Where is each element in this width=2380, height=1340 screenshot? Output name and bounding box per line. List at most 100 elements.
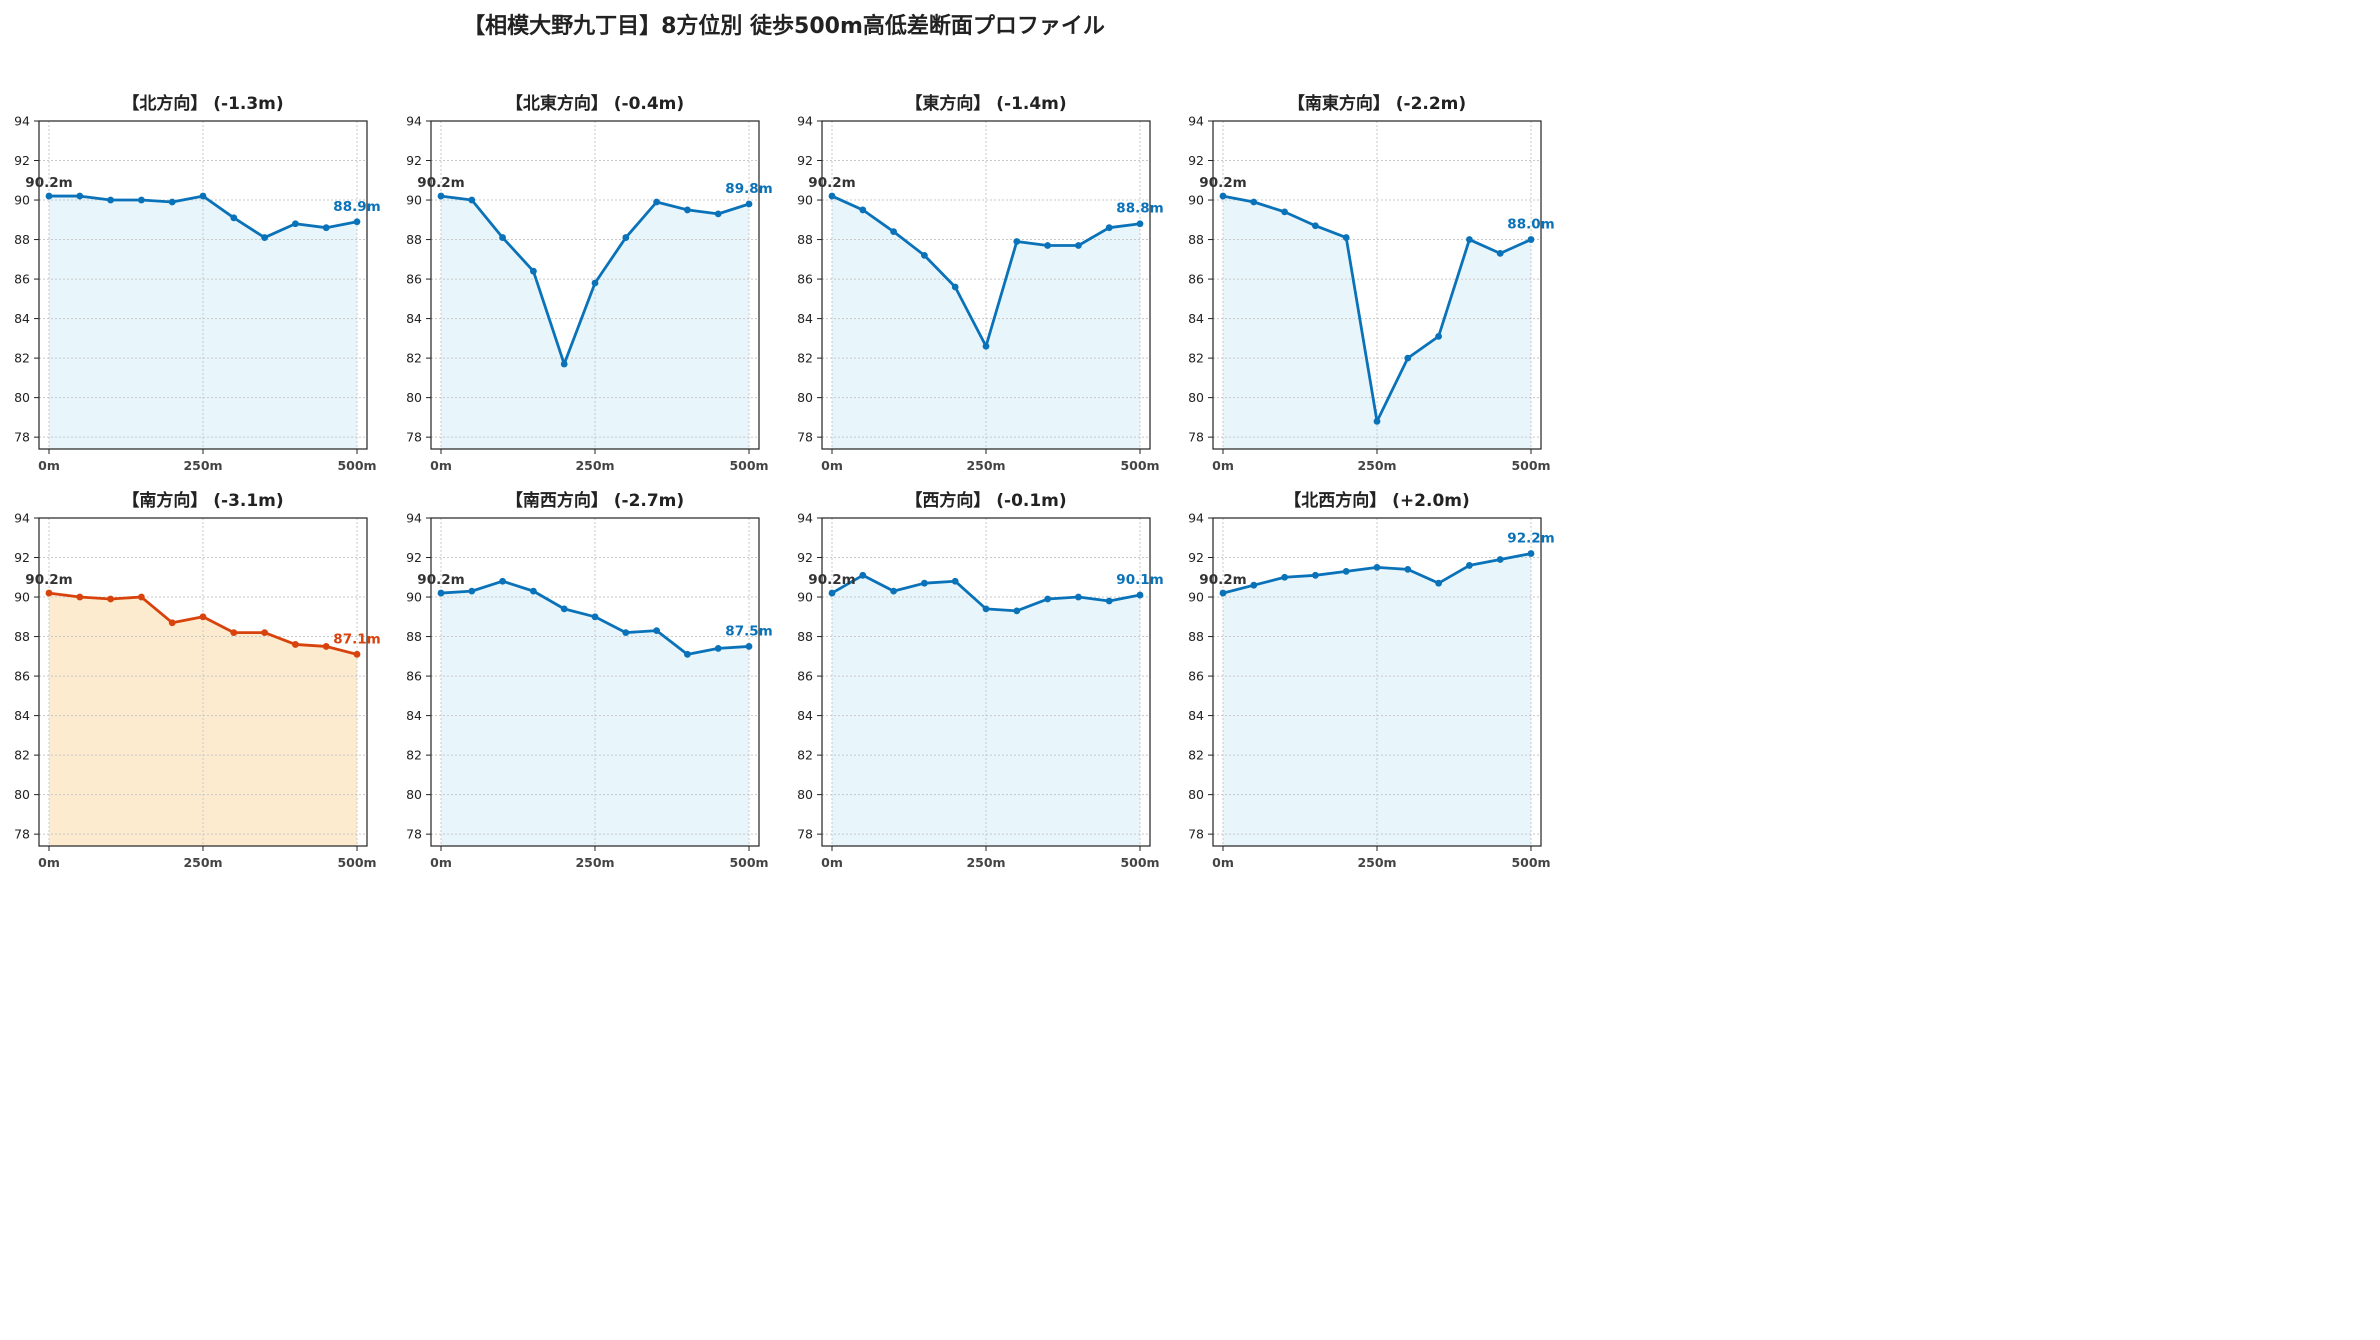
data-point bbox=[468, 587, 476, 595]
y-tick-label: 84 bbox=[797, 708, 813, 723]
y-tick-label: 88 bbox=[14, 232, 30, 247]
y-tick-label: 90 bbox=[14, 590, 30, 605]
x-tick-label: 250m bbox=[575, 855, 614, 870]
panel-title: 【西方向】 (-0.1m) bbox=[905, 490, 1066, 511]
data-point bbox=[1404, 354, 1412, 362]
data-point bbox=[1404, 565, 1412, 573]
data-point bbox=[1105, 224, 1113, 232]
data-point bbox=[1312, 222, 1319, 230]
area-fill bbox=[441, 581, 749, 846]
data-point bbox=[353, 650, 361, 658]
y-tick-label: 78 bbox=[406, 430, 422, 445]
data-point bbox=[684, 206, 691, 214]
charts-grid: 【北方向】 (-1.3m) 78 80 82 84 86 88 90 92 94 0m 250m 500… bbox=[14, 93, 1555, 870]
y-tick-label: 94 bbox=[797, 511, 813, 526]
data-point bbox=[530, 267, 537, 275]
y-tick-label: 86 bbox=[14, 272, 30, 287]
y-tick-label: 82 bbox=[14, 748, 30, 763]
x-tick-label: 250m bbox=[966, 458, 1005, 473]
y-tick-label: 78 bbox=[406, 827, 422, 842]
y-tick-label: 90 bbox=[14, 193, 30, 208]
y-tick-label: 82 bbox=[406, 351, 422, 366]
data-point bbox=[230, 629, 238, 637]
panel-3: 【南東方向】 (-2.2m) 78 80 82 84 86 88 90 92 94 0m 250m 50… bbox=[1188, 93, 1555, 473]
data-point bbox=[76, 593, 84, 601]
data-point bbox=[1044, 595, 1051, 603]
start-value-label: 90.2m bbox=[417, 175, 464, 191]
data-point bbox=[1013, 238, 1021, 245]
data-point bbox=[437, 589, 445, 597]
data-point bbox=[168, 198, 176, 206]
data-point bbox=[1219, 192, 1227, 200]
x-tick-label: 0m bbox=[38, 458, 60, 473]
data-point bbox=[859, 206, 867, 214]
y-tick-label: 88 bbox=[1188, 232, 1204, 247]
data-point bbox=[1496, 249, 1504, 257]
panel-title: 【南方向】 (-3.1m) bbox=[122, 490, 283, 511]
data-point bbox=[261, 234, 268, 241]
data-point bbox=[199, 613, 207, 621]
data-point bbox=[1136, 591, 1144, 599]
data-point bbox=[1250, 198, 1258, 206]
data-point bbox=[890, 587, 897, 595]
x-tick-label: 0m bbox=[1212, 458, 1234, 473]
start-value-label: 90.2m bbox=[417, 572, 464, 588]
y-tick-label: 88 bbox=[1188, 629, 1204, 644]
y-tick-label: 94 bbox=[14, 114, 30, 129]
data-point bbox=[1435, 579, 1442, 587]
data-point bbox=[1219, 589, 1227, 597]
y-tick-label: 82 bbox=[797, 351, 813, 366]
data-point bbox=[684, 650, 691, 658]
data-point bbox=[1044, 242, 1051, 249]
data-point bbox=[714, 645, 722, 652]
panel-7: 【北西方向】 (+2.0m) 78 80 82 84 86 88 90 92 94 0m 250m 50… bbox=[1188, 490, 1555, 870]
data-point bbox=[653, 627, 660, 635]
y-tick-label: 90 bbox=[406, 193, 422, 208]
data-point bbox=[1342, 234, 1350, 241]
data-point bbox=[1013, 607, 1021, 615]
end-value-label: 88.8m bbox=[1116, 201, 1163, 217]
start-value-label: 90.2m bbox=[808, 572, 855, 588]
start-value-label: 90.2m bbox=[25, 175, 72, 191]
x-tick-label: 250m bbox=[1357, 855, 1396, 870]
data-point bbox=[530, 587, 537, 595]
data-point bbox=[138, 196, 145, 204]
y-tick-label: 80 bbox=[406, 390, 422, 405]
y-tick-label: 92 bbox=[1188, 550, 1204, 565]
data-point bbox=[1527, 550, 1535, 557]
panel-title: 【南西方向】 (-2.7m) bbox=[506, 490, 684, 511]
x-tick-label: 0m bbox=[1212, 855, 1234, 870]
data-point bbox=[292, 641, 299, 648]
y-tick-label: 78 bbox=[797, 430, 813, 445]
data-point bbox=[468, 196, 476, 204]
y-tick-label: 94 bbox=[14, 511, 30, 526]
y-tick-label: 86 bbox=[797, 669, 813, 684]
panel-5: 【南西方向】 (-2.7m) 78 80 82 84 86 88 90 92 94 0m 250m 50… bbox=[406, 490, 773, 870]
data-point bbox=[745, 643, 753, 650]
end-value-label: 89.8m bbox=[725, 181, 772, 197]
x-tick-label: 0m bbox=[821, 855, 843, 870]
data-point bbox=[1250, 581, 1258, 589]
y-tick-label: 78 bbox=[14, 430, 30, 445]
x-tick-label: 500m bbox=[1120, 458, 1159, 473]
panel-title: 【南東方向】 (-2.2m) bbox=[1288, 93, 1466, 114]
y-tick-label: 90 bbox=[1188, 193, 1204, 208]
data-point bbox=[591, 279, 599, 287]
y-tick-label: 94 bbox=[406, 114, 422, 129]
data-point bbox=[76, 192, 84, 200]
x-tick-label: 500m bbox=[337, 855, 376, 870]
y-tick-label: 88 bbox=[797, 232, 813, 247]
x-tick-label: 500m bbox=[337, 458, 376, 473]
y-tick-label: 78 bbox=[1188, 430, 1204, 445]
y-tick-label: 92 bbox=[797, 153, 813, 168]
y-tick-label: 90 bbox=[797, 193, 813, 208]
y-tick-label: 86 bbox=[406, 272, 422, 287]
panel-6: 【西方向】 (-0.1m) 78 80 82 84 86 88 90 92 94 0m 250m 500… bbox=[797, 490, 1164, 870]
data-point bbox=[859, 571, 867, 579]
data-point bbox=[230, 214, 238, 222]
data-point bbox=[199, 192, 207, 200]
y-tick-label: 82 bbox=[1188, 351, 1204, 366]
y-tick-label: 82 bbox=[1188, 748, 1204, 763]
data-point bbox=[560, 360, 568, 368]
data-point bbox=[982, 342, 990, 350]
